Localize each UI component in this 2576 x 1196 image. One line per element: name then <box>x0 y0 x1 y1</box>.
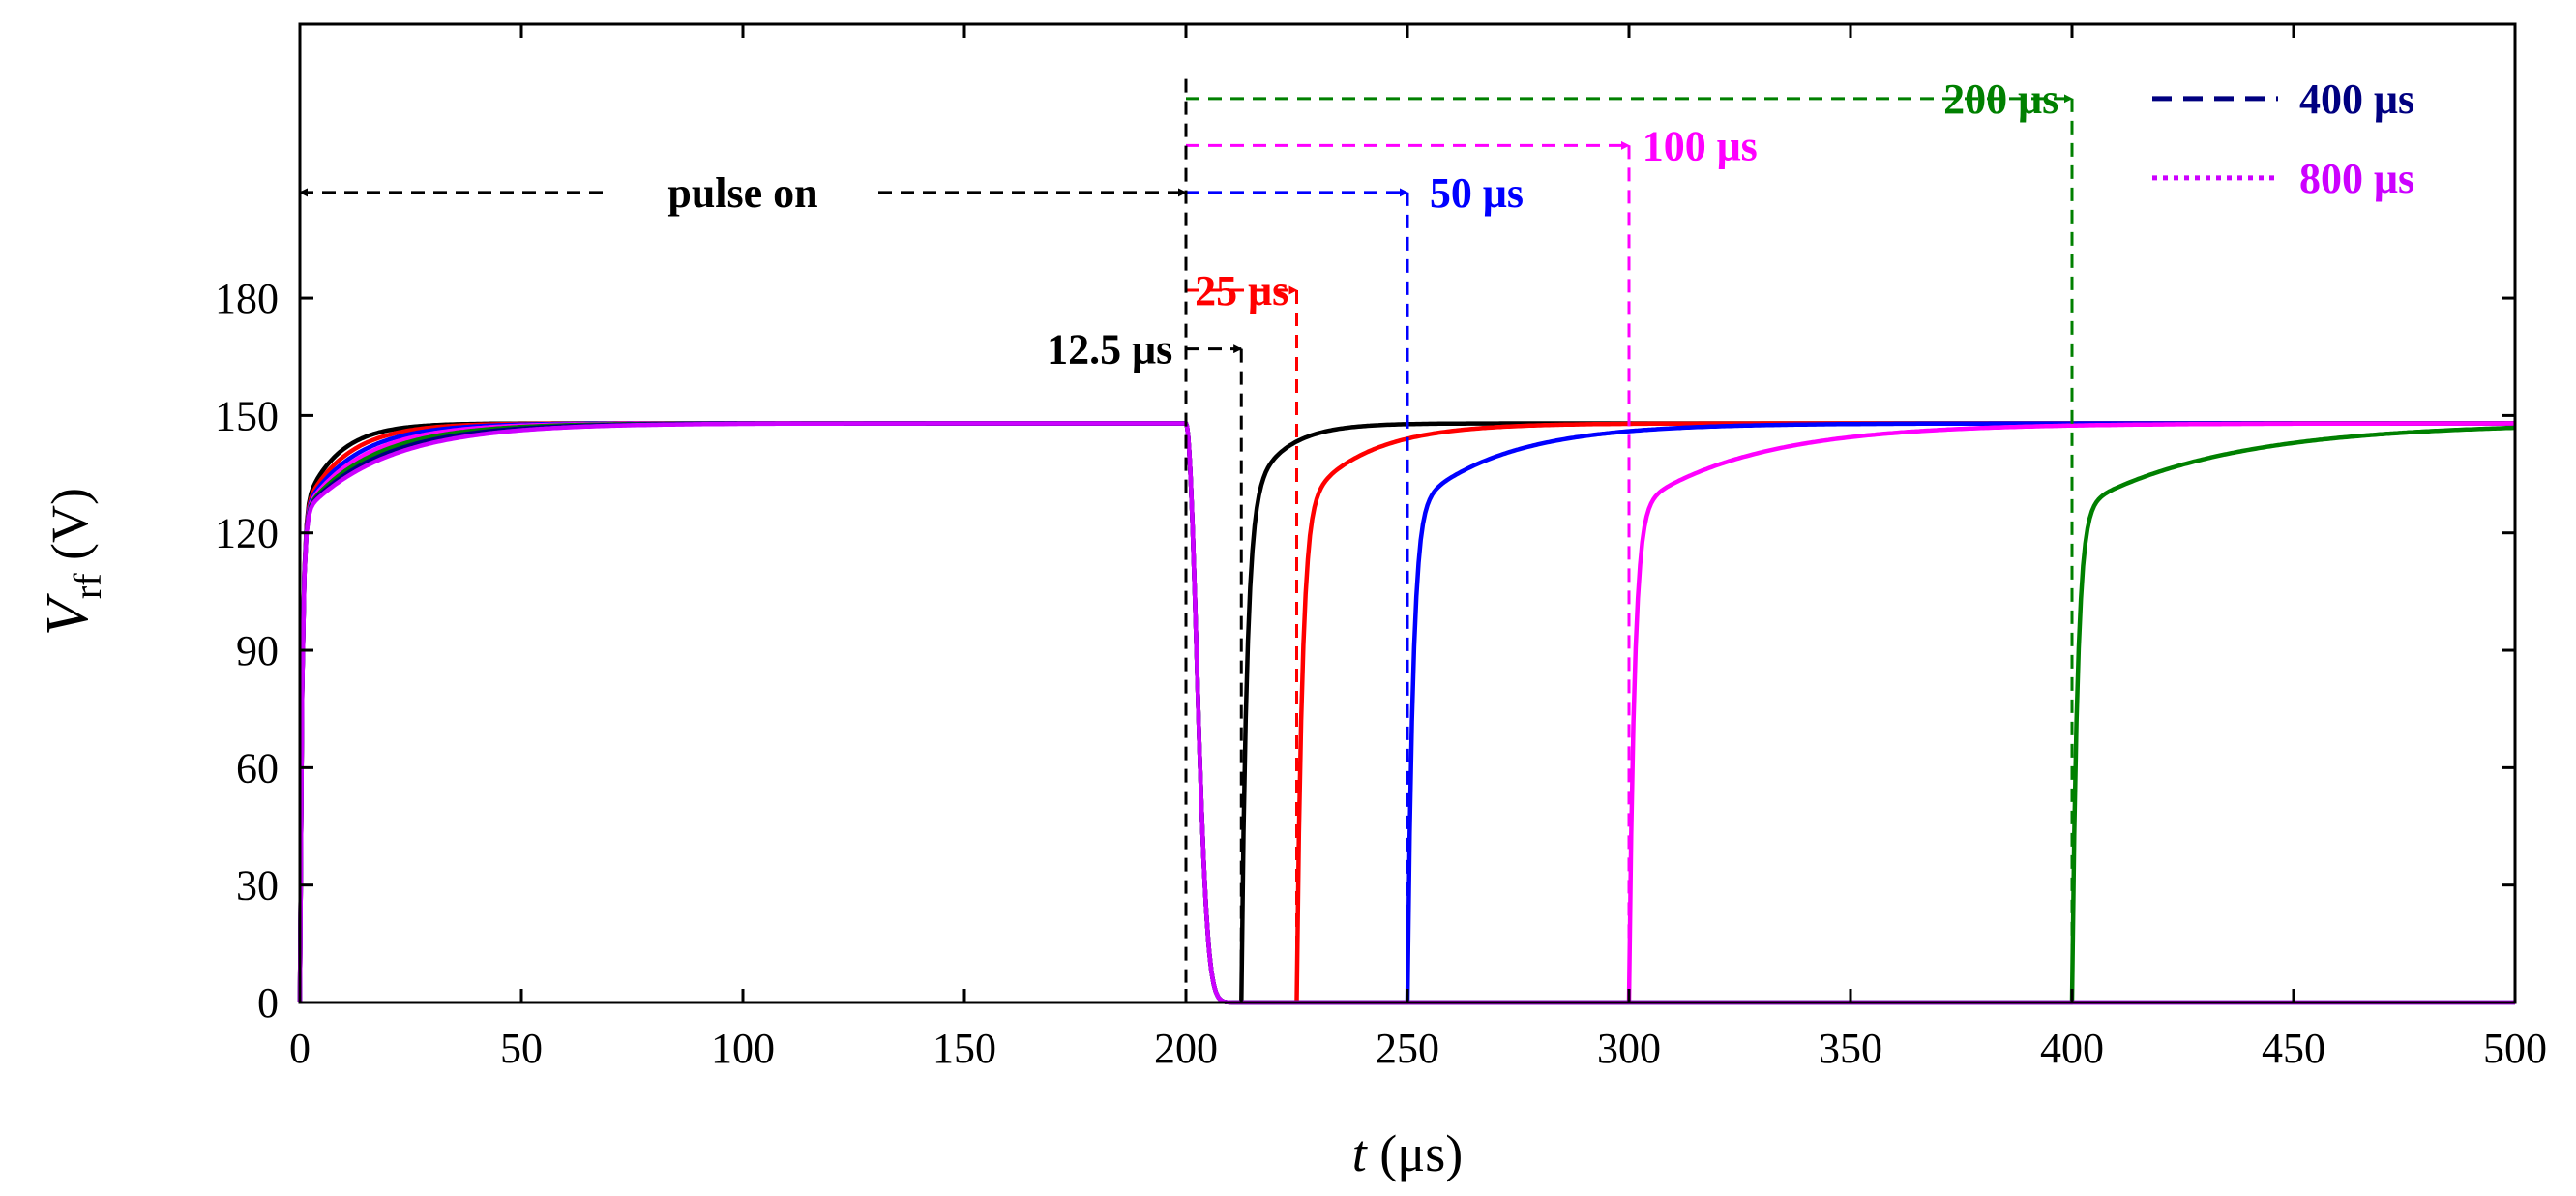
plot-area <box>297 421 2515 1005</box>
x-tick-label: 50 <box>500 1025 543 1072</box>
label-12-5-s: 12.5 μs <box>1047 326 1172 374</box>
x-tick-label: 0 <box>289 1025 311 1072</box>
x-tick-label: 150 <box>933 1025 996 1072</box>
x-tick-label: 500 <box>2483 1025 2547 1072</box>
legend-label: 400 μs <box>2299 75 2414 123</box>
x-tick-label: 200 <box>1154 1025 1218 1072</box>
y-tick-label: 120 <box>215 510 279 557</box>
x-tick-label: 300 <box>1597 1025 1661 1072</box>
label-background <box>607 158 878 221</box>
y-tick-label: 180 <box>215 275 279 322</box>
y-axis-title: Vrf (V) <box>35 488 109 636</box>
x-tick-label: 250 <box>1376 1025 1439 1072</box>
annotations: pulse on 12.5 μs 25 μs 50 μs 100 μs 200 μs <box>299 75 2074 1002</box>
legend: 400 μs 800 μs <box>2152 75 2414 202</box>
y-tick-label: 90 <box>236 627 279 674</box>
y-tick-label: 0 <box>257 979 279 1027</box>
label-pulse-on: pulse on <box>667 169 817 217</box>
legend-label: 800 μs <box>2299 155 2414 202</box>
label-200-s: 200 μs <box>1943 75 2058 123</box>
x-tick-label: 450 <box>2262 1025 2325 1072</box>
x-axis-variable: t <box>1352 1124 1369 1182</box>
axes: 0 50 100 150 200 250 300 350 400 450 500 0 30 60 90 120… <box>215 22 2547 1072</box>
y-tick-label: 150 <box>215 392 279 439</box>
y-axis-subscript: rf <box>66 573 109 599</box>
x-tick-label: 100 <box>711 1025 775 1072</box>
y-tick-label: 60 <box>236 744 279 792</box>
label-25-s: 25 μs <box>1195 267 1288 314</box>
label-100-s: 100 μs <box>1643 122 1758 169</box>
label-50-s: 50 μs <box>1430 169 1524 217</box>
y-axis-unit: (V) <box>41 488 99 573</box>
x-tick-label: 350 <box>1819 1025 1882 1072</box>
y-axis-variable: V <box>35 593 101 636</box>
x-tick-label: 400 <box>2040 1025 2104 1072</box>
y-tick-label: 30 <box>236 862 279 910</box>
x-axis-unit: (μs) <box>1367 1124 1463 1182</box>
x-axis-title: t (μs) <box>1352 1124 1463 1182</box>
